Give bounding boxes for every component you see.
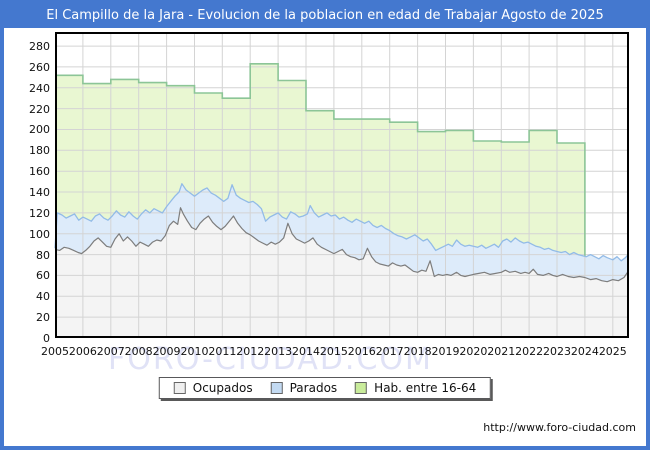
y-tick-label: 280: [29, 40, 50, 54]
legend-item: Parados: [270, 381, 338, 395]
legend-swatch-icon: [270, 382, 283, 394]
legend-swatch-icon: [355, 382, 368, 394]
x-tick-label: 2008: [124, 345, 153, 358]
x-tick-label: 2016: [347, 345, 376, 358]
legend-label: Parados: [289, 381, 338, 395]
x-tick-label: 2011: [208, 345, 237, 358]
y-tick-label: 160: [29, 165, 50, 179]
x-tick-label: 2009: [152, 345, 181, 358]
y-tick-label: 200: [29, 123, 50, 137]
y-tick-label: 140: [29, 186, 50, 200]
x-tick-label: 2005: [41, 345, 69, 358]
legend-item: Hab. entre 16-64: [355, 381, 476, 395]
x-tick-label: 2025: [598, 345, 627, 358]
watermark: FORO-CIUDAD.COM: [108, 342, 433, 377]
x-tick-label: 2023: [543, 345, 572, 358]
y-tick-label: 60: [36, 269, 50, 283]
y-tick-label: 240: [29, 81, 50, 95]
y-tick-label: 180: [29, 144, 50, 158]
x-tick-label: 2010: [180, 345, 209, 358]
x-tick-label: 2020: [459, 345, 488, 358]
legend-swatch-icon: [173, 382, 186, 394]
x-tick-label: 2018: [403, 345, 432, 358]
x-tick-label: 2013: [264, 345, 293, 358]
x-tick-label: 2022: [515, 345, 544, 358]
y-tick-label: 80: [36, 248, 50, 262]
y-tick-label: 20: [36, 311, 50, 325]
x-tick-label: 2015: [319, 345, 348, 358]
footer-url: http://www.foro-ciudad.com: [483, 421, 636, 434]
plot-border: [55, 32, 629, 338]
x-tick-label: 2019: [431, 345, 460, 358]
x-tick-label: 2006: [68, 345, 97, 358]
ocupados-area-fill: [55, 207, 629, 338]
x-tick-label: 2014: [292, 345, 321, 358]
y-tick-label: 120: [29, 206, 50, 220]
parados-line: [54, 183, 629, 262]
x-tick-label: 2021: [487, 345, 516, 358]
legend-item: Ocupados: [173, 381, 253, 395]
y-tick-label: 260: [29, 60, 50, 74]
y-tick-label: 100: [29, 227, 50, 241]
legend-label: Hab. entre 16-64: [374, 381, 477, 395]
hab-line: [55, 63, 586, 257]
x-tick-label: 2007: [96, 345, 125, 358]
y-tick-label: 40: [36, 290, 50, 304]
x-tick-label: 2017: [375, 345, 404, 358]
x-tick-label: 2012: [236, 345, 265, 358]
legend-box: Ocupados Parados Hab. entre 16-64: [158, 377, 492, 399]
ocupados-line: [54, 207, 629, 283]
plot-area: [54, 32, 629, 339]
legend-label: Ocupados: [192, 381, 253, 395]
y-tick-label: 0: [43, 332, 50, 345]
chart-title: El Campillo de la Jara - Evolucion de la…: [4, 4, 646, 28]
x-tick-label: 2024: [570, 345, 599, 358]
y-tick-label: 220: [29, 102, 50, 116]
